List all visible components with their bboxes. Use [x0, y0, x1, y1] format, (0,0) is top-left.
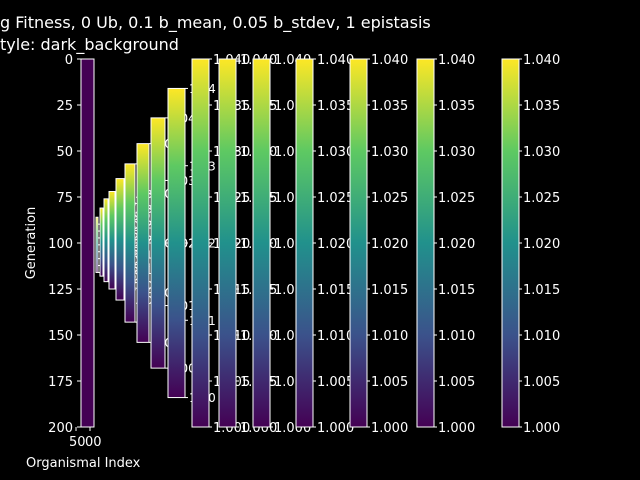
colorbar-tick-label: 1.020: [317, 237, 354, 252]
colorbar: [501, 58, 520, 428]
colorbar-tick-label: 1.025: [438, 191, 475, 206]
colorbar: [218, 58, 237, 428]
y-tick-label: 125: [48, 283, 73, 298]
colorbar-tick-label: 1.015: [523, 283, 560, 298]
colorbar-tick-label: 1.015: [317, 283, 354, 298]
colorbar-tick-label: 1.020: [523, 237, 560, 252]
colorbar-tick-label: 1.010: [438, 329, 475, 344]
colorbar: [95, 216, 99, 273]
y-tick-label: 0: [65, 53, 73, 68]
colorbar-tick-label: 1.000: [523, 421, 560, 436]
colorbar-tick-label: 1.035: [317, 99, 354, 114]
colorbar: [349, 58, 368, 428]
colorbar-tick-label: 1.020: [438, 237, 475, 252]
x-tick-label-1: 50: [69, 435, 86, 450]
y-tick-label: 75: [56, 191, 73, 206]
colorbar-tick-label: 1.005: [438, 375, 475, 390]
colorbar-tick-label: 1.030: [317, 145, 354, 160]
colorbar-tick-label: 1.015: [371, 283, 408, 298]
colorbar-tick-label: 1.035: [438, 99, 475, 114]
colorbar: [150, 117, 166, 369]
y-tick-label: 150: [48, 329, 73, 344]
colorbar: [103, 198, 109, 283]
colorbar: [167, 87, 186, 399]
colorbar-tick-label: 1.020: [371, 237, 408, 252]
colorbar-tick-label: 1.035: [523, 99, 560, 114]
chart-title-line-2: tyle: dark_background: [0, 35, 179, 55]
y-tick-label: 100: [48, 237, 73, 252]
colorbars: 1.035 1.030 1.025 1.020 1.015 1.010 1.005 1.000…: [95, 53, 560, 436]
y-axis: 0 25 50 75 100 125 150 175 200: [48, 53, 91, 436]
colorbar-tick-label: 1.040: [438, 53, 475, 68]
colorbar: [136, 143, 150, 343]
colorbar-tick-label: 1.000: [371, 421, 408, 436]
colorbar-tick-label: 1.035: [371, 99, 408, 114]
colorbar-tick-label: 1.015: [438, 283, 475, 298]
colorbar-tick-label: 1.040: [371, 53, 408, 68]
y-tick-label: 175: [48, 375, 73, 390]
colorbar-tick-label: 1.040: [523, 53, 560, 68]
y-tick-label: 25: [56, 99, 73, 114]
y-axis-label: Generation: [24, 207, 39, 280]
colorbar: [191, 58, 210, 428]
colorbar-tick-label: 1.005: [317, 375, 354, 390]
colorbar: [124, 163, 136, 323]
colorbar: [108, 190, 116, 290]
colorbar-tick-label: 1.010: [523, 329, 560, 344]
colorbar: [115, 178, 125, 301]
colorbar: [252, 58, 271, 428]
colorbar-tick-label: 1.010: [371, 329, 408, 344]
colorbar: [295, 58, 314, 428]
colorbar-tick-label: 1.025: [523, 191, 560, 206]
colorbar-tick-label: 1.005: [371, 375, 408, 390]
colorbar-tick-label: 1.000: [438, 421, 475, 436]
colorbar-tick-label: 1.040: [317, 53, 354, 68]
colorbar-tick-label: 1.005: [523, 375, 560, 390]
colorbar-tick-label: 1.030: [438, 145, 475, 160]
y-tick-label: 200: [48, 421, 73, 436]
colorbar-tick-label: 1.025: [317, 191, 354, 206]
y-tick-label: 50: [56, 145, 73, 160]
colorbar-tick-label: 1.030: [371, 145, 408, 160]
colorbar: [416, 58, 435, 428]
colorbar-tick-label: 1.025: [371, 191, 408, 206]
colorbar-tick-label: 1.010: [317, 329, 354, 344]
heatmap-cell: [80, 58, 95, 428]
colorbar-tick-label: 1.030: [523, 145, 560, 160]
colorbar-tick-label: 1.000: [317, 421, 354, 436]
x-axis-label: Organismal Index: [26, 456, 141, 471]
colorbar: [99, 207, 104, 277]
chart-title-line-1: g Fitness, 0 Ub, 0.1 b_mean, 0.05 b_stde…: [0, 13, 431, 33]
x-tick-label-2: 00: [85, 435, 102, 450]
